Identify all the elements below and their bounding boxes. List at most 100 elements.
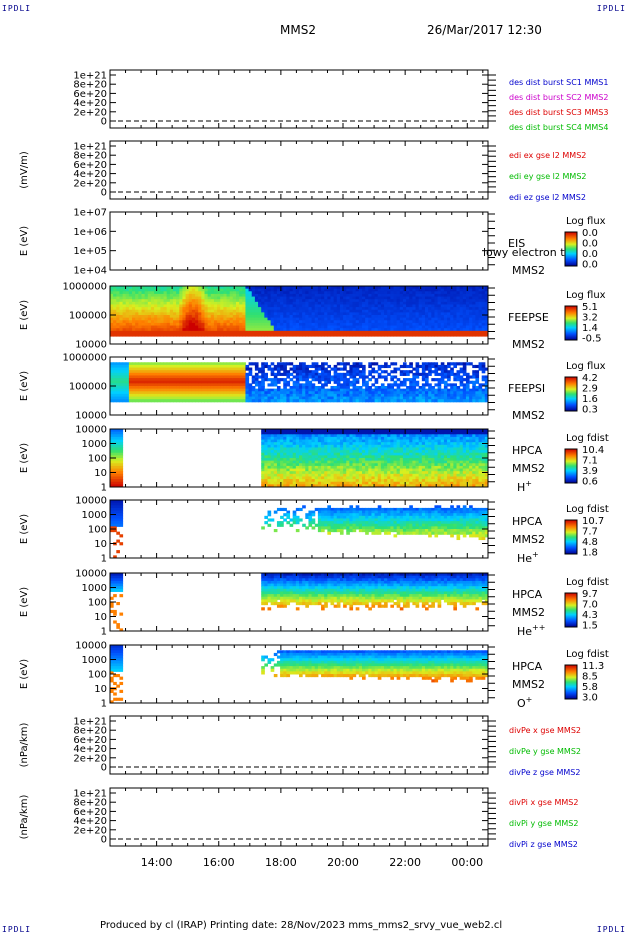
- spectrogram-cell: [475, 388, 480, 392]
- spectrogram-cell: [223, 396, 228, 400]
- spectrogram-cell: [305, 458, 309, 462]
- spectrogram-cell: [336, 372, 341, 376]
- spectrogram-cell: [355, 307, 360, 311]
- spectrogram-cell: [119, 364, 124, 369]
- spectrogram-cell: [355, 293, 360, 298]
- spectrogram-cell: [390, 312, 394, 316]
- spectrogram-cell: [371, 399, 376, 403]
- spectrogram-cell: [207, 328, 212, 332]
- spectrogram-cell: [242, 333, 246, 337]
- spectrogram-cell: [443, 330, 448, 334]
- spectrogram-cell: [327, 288, 331, 292]
- spectrogram-cell: [270, 468, 275, 472]
- spectrogram-cell: [173, 299, 177, 303]
- spectrogram-cell: [176, 304, 180, 308]
- spectrogram-cell: [453, 399, 457, 403]
- spectrogram-cell: [292, 442, 297, 446]
- spectrogram-cell: [220, 315, 224, 319]
- spectrogram-cell: [273, 286, 278, 290]
- spectrogram-cell: [339, 299, 344, 303]
- legend-label: edi ey gse l2 MMS2: [509, 172, 587, 181]
- spectrogram-cell: [258, 304, 262, 308]
- spectrogram-cell: [276, 333, 281, 337]
- spectrogram-cell: [450, 320, 454, 324]
- spectrogram-cell: [239, 328, 243, 332]
- spectrogram-cell: [409, 393, 413, 398]
- spectrogram-cell: [317, 455, 322, 459]
- spectrogram-cell: [157, 375, 161, 379]
- spectrogram-cell: [324, 380, 328, 384]
- spectrogram-cell: [396, 383, 401, 387]
- spectrogram-cell: [339, 452, 344, 456]
- spectrogram-cell: [437, 388, 442, 392]
- spectrogram-cell: [210, 293, 215, 298]
- spectrogram-cell: [428, 328, 432, 332]
- spectrogram-cell: [251, 391, 256, 395]
- spectrogram-cell: [321, 447, 325, 451]
- spectrogram-cell: [481, 391, 486, 395]
- spectrogram-cell: [116, 322, 120, 327]
- spectrogram-cell: [368, 333, 372, 337]
- spectrogram-cell: [254, 309, 259, 313]
- spectrogram-cell: [355, 442, 360, 446]
- spectrogram-cell: [132, 367, 136, 371]
- spectrogram-cell: [299, 386, 303, 390]
- spectrogram-cell: [333, 296, 338, 300]
- spectrogram-cell: [390, 386, 394, 390]
- spectrogram-cell: [406, 378, 410, 382]
- spectrogram-cell: [434, 293, 439, 298]
- spectrogram-cell: [355, 330, 360, 334]
- spectrogram-cell: [299, 288, 303, 292]
- spectrogram-cell: [371, 396, 376, 400]
- spectrogram-cell: [154, 383, 158, 387]
- spectrogram-cell: [220, 370, 224, 374]
- spectrogram-cell: [412, 328, 417, 332]
- spectrogram-cell: [210, 312, 215, 316]
- spectrogram-cell: [110, 364, 114, 369]
- spectrogram-cell: [270, 304, 275, 308]
- spectrogram-cell: [270, 439, 275, 443]
- spectrogram-cell: [273, 299, 278, 303]
- spectrogram-cell: [283, 291, 287, 295]
- spectrogram-cell: [264, 372, 268, 376]
- spectrogram-cell: [276, 330, 281, 334]
- spectrogram-cell: [425, 301, 429, 305]
- spectrogram-cell: [371, 370, 376, 374]
- spectrogram-cell: [349, 436, 354, 441]
- spectrogram-cell: [434, 393, 439, 398]
- spectrogram-cell: [201, 333, 205, 337]
- spectrogram-cell: [358, 288, 363, 292]
- spectrogram-cell: [349, 479, 354, 483]
- spectrogram-cell: [242, 393, 246, 398]
- spectrogram-cell: [390, 362, 394, 366]
- spectrogram-cell: [336, 476, 341, 480]
- spectrogram-cell: [236, 372, 240, 376]
- spectrogram-cell: [280, 291, 284, 295]
- spectrogram-cell: [447, 370, 451, 374]
- spectrogram-cell: [283, 481, 287, 485]
- spectrogram-cell: [113, 307, 117, 311]
- spectrogram-cell: [116, 299, 120, 303]
- spectrogram-cell: [191, 322, 196, 327]
- spectrogram-cell: [352, 312, 357, 316]
- spectrogram-cell: [371, 367, 376, 371]
- spectrogram-cell: [302, 386, 306, 390]
- spectrogram-cell: [343, 299, 347, 303]
- spectrogram-cell: [113, 484, 117, 488]
- spectrogram-cell: [434, 330, 439, 334]
- spectrogram-cell: [113, 325, 117, 329]
- spectrogram-cell: [229, 367, 234, 371]
- spectrogram-cell: [110, 450, 114, 454]
- spectrogram-cell: [270, 429, 275, 433]
- spectrogram-cell: [317, 391, 322, 395]
- spectrogram-cell: [330, 320, 335, 324]
- spectrogram-cell: [399, 301, 404, 305]
- spectrogram-cell: [169, 304, 174, 308]
- spectrogram-cell: [314, 293, 319, 298]
- spectrogram-cell: [283, 317, 287, 321]
- spectrogram-cell: [141, 288, 146, 292]
- spectrogram-cell: [453, 372, 457, 376]
- spectrogram-cell: [286, 473, 291, 477]
- spectrogram-cell: [453, 393, 457, 398]
- spectrogram-cell: [113, 309, 117, 313]
